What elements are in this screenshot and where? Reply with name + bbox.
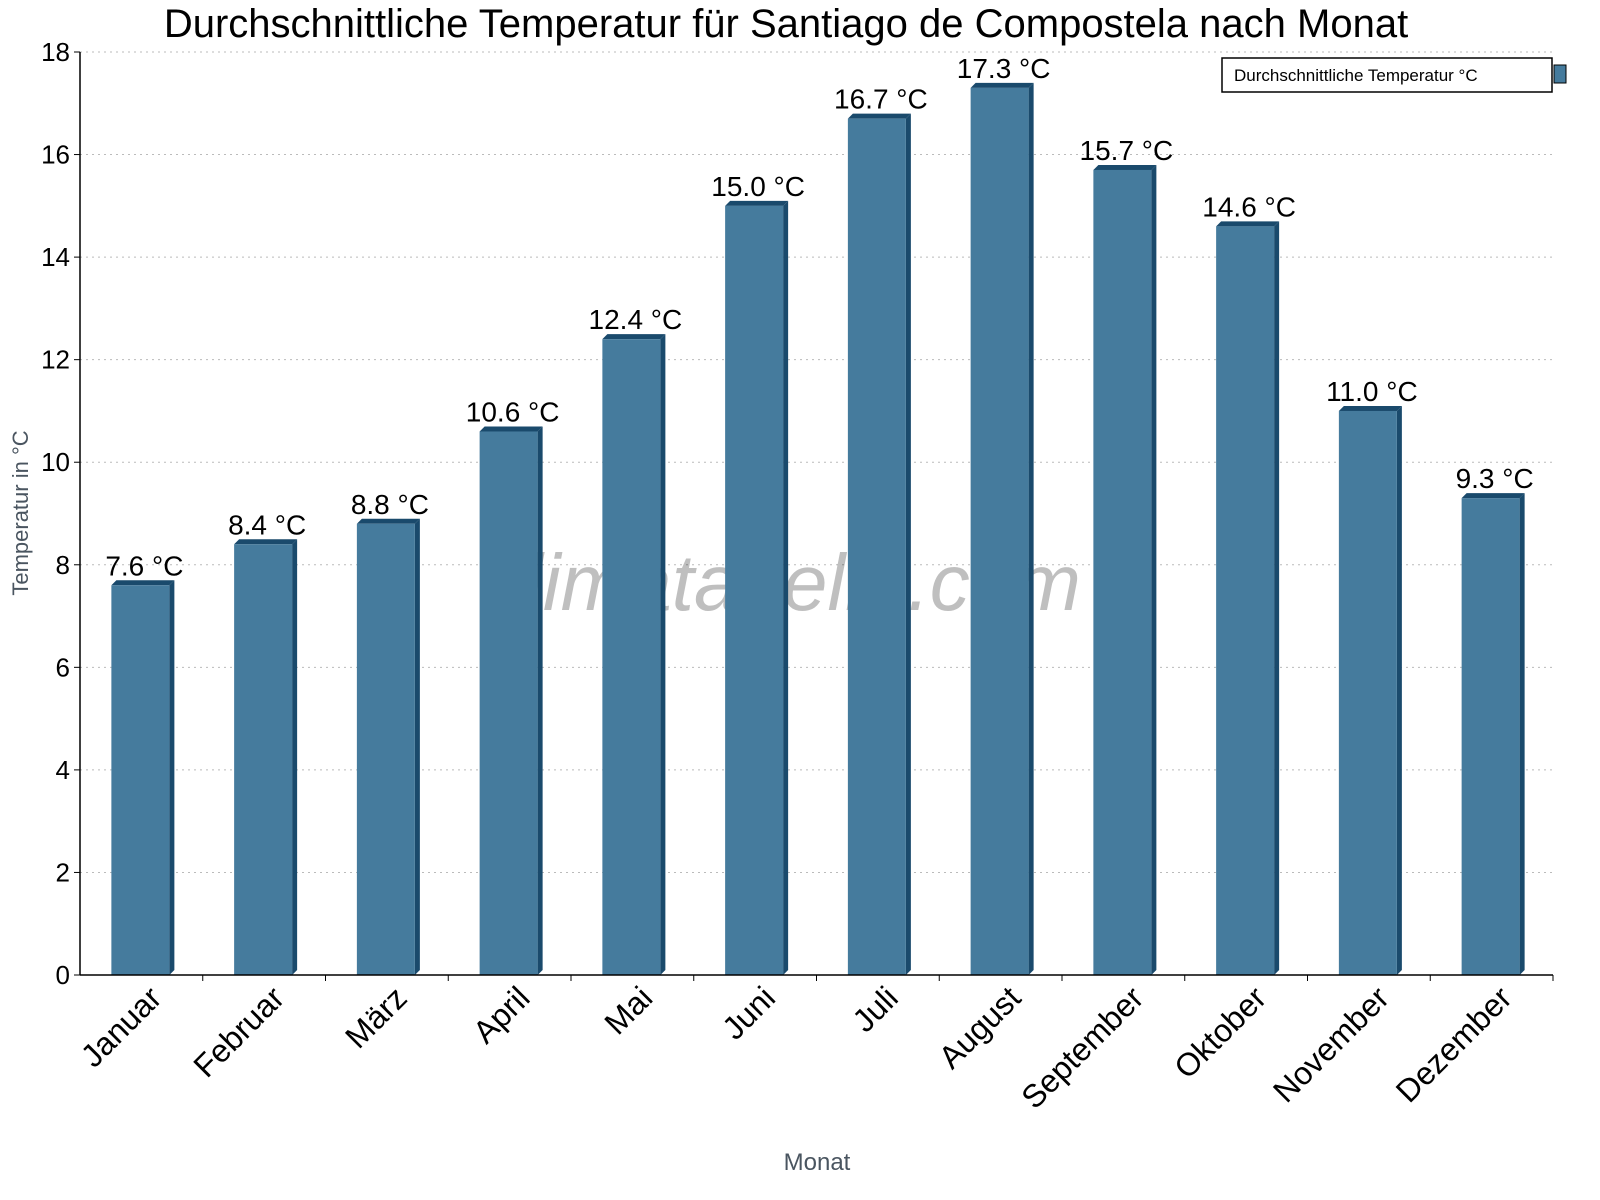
bar-top bbox=[1216, 221, 1280, 227]
bar-top bbox=[602, 334, 666, 340]
x-axis-label: Monat bbox=[784, 1149, 851, 1176]
bar-side bbox=[1519, 493, 1525, 975]
y-tick-label: 14 bbox=[41, 242, 70, 272]
x-tick-label: September bbox=[1014, 979, 1150, 1115]
chart-title: Durchschnittliche Temperatur für Santiag… bbox=[164, 2, 1408, 46]
data-label: 15.0 °C bbox=[711, 171, 805, 202]
bar bbox=[1461, 498, 1520, 975]
bar bbox=[111, 585, 170, 975]
legend: Durchschnittliche Temperatur °C bbox=[1221, 57, 1567, 93]
data-label: 16.7 °C bbox=[834, 84, 928, 115]
x-tick-label: Februar bbox=[186, 979, 291, 1084]
bar-side bbox=[169, 580, 175, 975]
data-label: 7.6 °C bbox=[105, 550, 183, 581]
bar-top bbox=[111, 580, 175, 586]
bar bbox=[1216, 226, 1275, 975]
bar-side bbox=[1151, 164, 1157, 975]
data-label: 8.4 °C bbox=[228, 509, 306, 540]
y-axis-label: Temperatur in °C bbox=[8, 430, 33, 595]
bar-side bbox=[1396, 405, 1402, 975]
bar-side bbox=[414, 518, 420, 975]
data-label: 11.0 °C bbox=[1326, 376, 1418, 407]
y-tick-label: 8 bbox=[56, 550, 70, 580]
data-label: 15.7 °C bbox=[1080, 135, 1174, 166]
bar-top bbox=[1338, 405, 1402, 411]
data-label: 8.8 °C bbox=[351, 489, 429, 520]
bar bbox=[234, 544, 293, 975]
bar-side bbox=[537, 426, 543, 975]
x-tick-label: April bbox=[466, 979, 537, 1050]
grid-lines bbox=[80, 51, 1553, 873]
bar-side bbox=[783, 200, 789, 976]
bar bbox=[1093, 169, 1152, 975]
x-tick-label: Oktober bbox=[1167, 979, 1273, 1085]
bar bbox=[479, 431, 538, 975]
x-tick-label: Januar bbox=[74, 979, 169, 1074]
bar-top bbox=[970, 82, 1034, 88]
bar bbox=[847, 118, 906, 975]
data-label: 10.6 °C bbox=[466, 396, 560, 427]
bar bbox=[1338, 410, 1397, 975]
bar-top bbox=[234, 539, 298, 545]
y-tick-label: 6 bbox=[56, 652, 70, 682]
bar bbox=[970, 87, 1029, 975]
legend-label: Durchschnittliche Temperatur °C bbox=[1234, 66, 1478, 85]
data-label: 14.6 °C bbox=[1202, 191, 1296, 222]
bar-top bbox=[847, 113, 911, 119]
data-label: 9.3 °C bbox=[1456, 463, 1534, 494]
data-label: 12.4 °C bbox=[589, 304, 683, 335]
bar-side bbox=[1028, 82, 1034, 975]
bar-top bbox=[725, 200, 789, 206]
legend-box bbox=[1221, 57, 1553, 93]
x-tick-label: November bbox=[1266, 979, 1396, 1109]
bar bbox=[725, 205, 784, 976]
x-tick-label: Mai bbox=[597, 979, 659, 1041]
bar-top bbox=[1461, 493, 1525, 499]
bar bbox=[602, 339, 661, 976]
x-tick-label: März bbox=[338, 979, 414, 1055]
bar-top bbox=[1093, 164, 1157, 170]
y-tick-label: 12 bbox=[41, 345, 70, 375]
bar-side bbox=[292, 539, 298, 975]
x-tick-label: Dezember bbox=[1389, 979, 1519, 1109]
y-tick-label: 16 bbox=[41, 140, 70, 170]
legend-swatch bbox=[1553, 64, 1567, 84]
y-tick-label: 0 bbox=[56, 960, 70, 990]
bars: 7.6 °C 8.4 °C 8.8 °C 10.6 °C 12.4 °C 15.0 °C 1… bbox=[105, 53, 1534, 976]
bar-side bbox=[660, 334, 666, 976]
bar-top bbox=[479, 426, 543, 432]
bar-side bbox=[905, 113, 911, 975]
y-tick-label: 2 bbox=[56, 857, 70, 887]
bar-top bbox=[356, 518, 420, 524]
bar-side bbox=[1274, 221, 1280, 975]
y-tick-label: 10 bbox=[41, 447, 70, 477]
y-tick-label: 18 bbox=[41, 37, 70, 67]
y-tick-label: 4 bbox=[56, 755, 70, 785]
bar bbox=[356, 523, 415, 975]
x-tick-label: Juli bbox=[845, 979, 904, 1038]
data-label: 17.3 °C bbox=[957, 53, 1051, 84]
x-tick-label: Juni bbox=[715, 979, 782, 1046]
x-tick-label: August bbox=[932, 979, 1028, 1075]
